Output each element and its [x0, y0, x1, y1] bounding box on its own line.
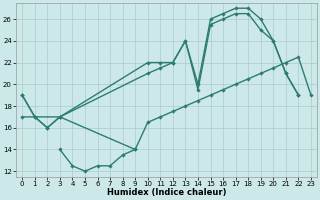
X-axis label: Humidex (Indice chaleur): Humidex (Indice chaleur) [107, 188, 226, 197]
